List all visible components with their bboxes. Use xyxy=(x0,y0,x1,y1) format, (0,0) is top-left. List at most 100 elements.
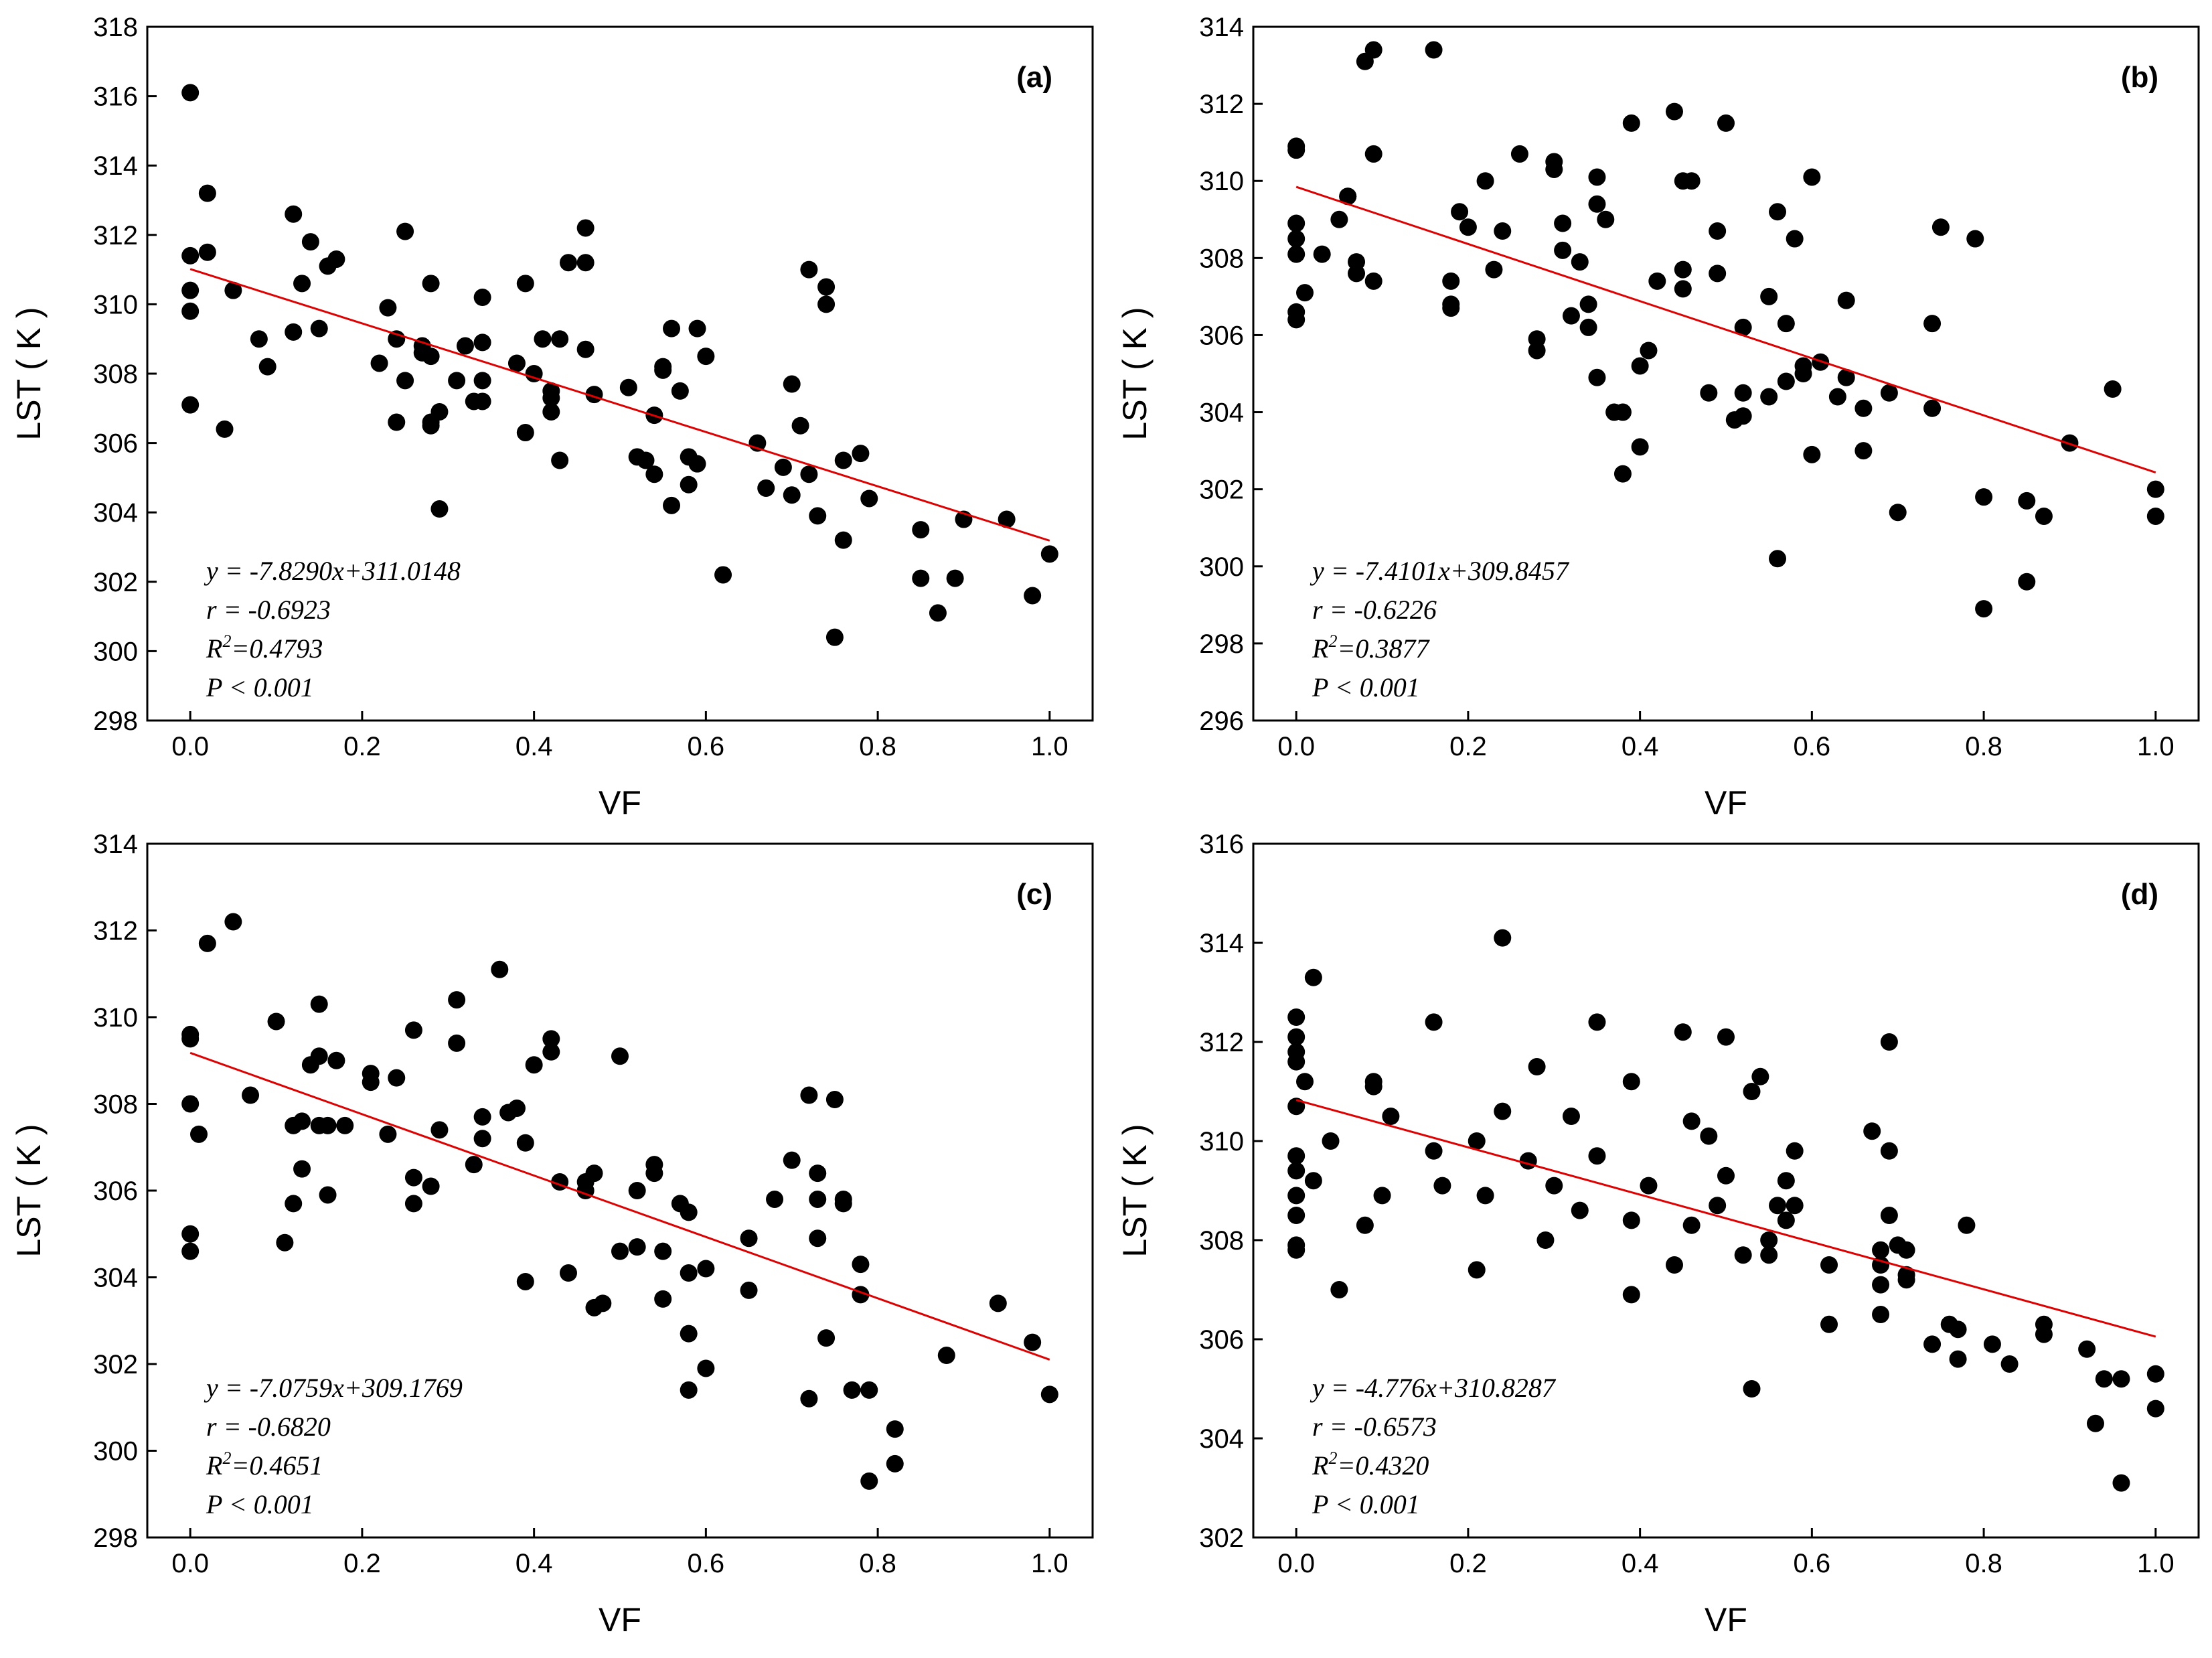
x-tick-label-a: 0.6 xyxy=(688,732,725,761)
data-point xyxy=(1700,1127,1718,1145)
data-point xyxy=(654,1290,672,1308)
data-point xyxy=(834,1190,852,1208)
data-point xyxy=(491,960,509,978)
panel-label-a: (a) xyxy=(1016,61,1052,94)
data-point xyxy=(1296,284,1314,302)
data-point xyxy=(663,319,681,337)
data-point xyxy=(1296,1073,1314,1091)
data-point xyxy=(2035,507,2053,525)
data-point xyxy=(456,337,474,355)
data-point xyxy=(1931,218,1950,236)
y-tick-label-a: 318 xyxy=(93,13,138,42)
y-tick-label-d: 314 xyxy=(1199,929,1244,958)
r-squared-superscript: 2 xyxy=(1328,1448,1337,1468)
data-point xyxy=(473,392,491,410)
data-point xyxy=(1304,1172,1322,1190)
x-tick-label-d: 0.4 xyxy=(1622,1549,1659,1578)
data-point xyxy=(1494,222,1512,240)
data-point xyxy=(190,1125,208,1143)
data-point xyxy=(1373,1187,1391,1205)
data-point xyxy=(680,1381,698,1399)
y-tick-label-a: 300 xyxy=(93,637,138,666)
data-point xyxy=(473,1108,491,1126)
data-point xyxy=(1554,241,1572,259)
y-tick-label-b: 306 xyxy=(1199,321,1244,350)
data-point xyxy=(860,1381,878,1399)
data-point xyxy=(1519,1152,1537,1170)
x-tick-label-c: 0.8 xyxy=(859,1549,896,1578)
data-point xyxy=(1579,318,1597,336)
p-value-a: P < 0.001 xyxy=(206,672,314,702)
data-point xyxy=(576,254,595,272)
data-point xyxy=(1330,210,1348,228)
data-point xyxy=(379,1125,397,1143)
data-point xyxy=(1828,388,1846,406)
y-axis-title-b: LST ( K ) xyxy=(1116,307,1154,440)
data-point xyxy=(1665,102,1683,121)
data-point xyxy=(714,566,732,584)
data-point xyxy=(1709,1197,1727,1215)
data-point xyxy=(1889,504,1907,522)
data-point xyxy=(181,396,200,414)
data-point xyxy=(388,1069,406,1087)
y-tick-label-b: 304 xyxy=(1199,398,1244,428)
y-tick-label-a: 316 xyxy=(93,82,138,112)
x-tick-label-b: 1.0 xyxy=(2137,732,2175,761)
data-point xyxy=(809,507,827,525)
data-points-a xyxy=(181,84,1058,646)
regression-equation-a: y = -7.8290x+311.0148 xyxy=(204,556,461,586)
data-point xyxy=(242,1086,260,1104)
data-point xyxy=(1287,1187,1306,1205)
data-point xyxy=(628,1238,646,1256)
data-point xyxy=(585,1164,603,1183)
data-point xyxy=(1820,1315,1838,1333)
y-tick-label-a: 304 xyxy=(93,498,138,528)
r-squared-symbol: R xyxy=(206,1450,222,1481)
y-tick-label-b: 314 xyxy=(1199,13,1244,42)
data-point xyxy=(1287,137,1306,155)
r-squared-c: R2=0.4651 xyxy=(206,1448,323,1481)
regression-equation-c: y = -7.0759x+309.1769 xyxy=(204,1373,463,1403)
data-point xyxy=(937,1347,955,1365)
data-point xyxy=(1024,1333,1042,1351)
data-point xyxy=(1356,1216,1374,1234)
data-point xyxy=(1287,214,1306,232)
plot-frame-b xyxy=(1252,25,2200,722)
data-point xyxy=(2146,507,2164,525)
data-point xyxy=(671,382,689,400)
data-point xyxy=(1975,488,1993,506)
data-point xyxy=(1588,168,1606,186)
x-tick-label-a: 0.4 xyxy=(516,732,553,761)
data-point xyxy=(1562,307,1580,325)
data-point xyxy=(216,420,234,438)
panel-label-c: (c) xyxy=(1016,878,1052,911)
regression-line-b xyxy=(1295,185,2156,474)
data-point xyxy=(285,1195,303,1213)
data-point xyxy=(534,330,552,348)
data-point xyxy=(688,319,706,337)
data-point xyxy=(319,1186,337,1204)
data-point xyxy=(1588,195,1606,213)
data-point xyxy=(1880,1142,1898,1160)
data-point xyxy=(285,323,303,341)
data-point xyxy=(310,1047,328,1065)
data-point xyxy=(1786,230,1804,248)
data-point xyxy=(1803,168,1821,186)
data-point xyxy=(1287,1008,1306,1026)
data-point xyxy=(2086,1414,2104,1432)
data-point xyxy=(1364,1073,1382,1091)
data-point xyxy=(757,479,775,497)
data-point xyxy=(645,465,663,483)
x-axis-title-d: VF xyxy=(1705,1601,1747,1639)
data-point xyxy=(1760,287,1778,305)
data-point xyxy=(783,1151,801,1169)
data-point xyxy=(448,372,466,390)
r-squared-symbol: R xyxy=(1312,633,1328,664)
data-point xyxy=(1777,315,1795,333)
panel-c: 0.0 0.2 0.4 0.6 0.8 1.0 298 300 302 304 306 308 310 3… xyxy=(10,830,1094,1639)
data-point xyxy=(2018,492,2036,510)
data-point xyxy=(1640,1177,1658,1195)
data-point xyxy=(2112,1370,2130,1388)
data-point xyxy=(430,402,449,421)
data-point xyxy=(1769,203,1787,221)
